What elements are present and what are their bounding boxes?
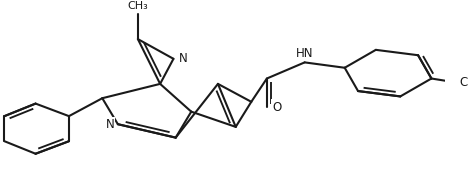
Text: CH₃: CH₃ xyxy=(127,1,148,11)
Text: N: N xyxy=(179,52,188,65)
Text: N: N xyxy=(106,118,114,131)
Text: O: O xyxy=(272,101,281,114)
Text: Cl: Cl xyxy=(459,76,468,89)
Text: HN: HN xyxy=(296,47,314,60)
